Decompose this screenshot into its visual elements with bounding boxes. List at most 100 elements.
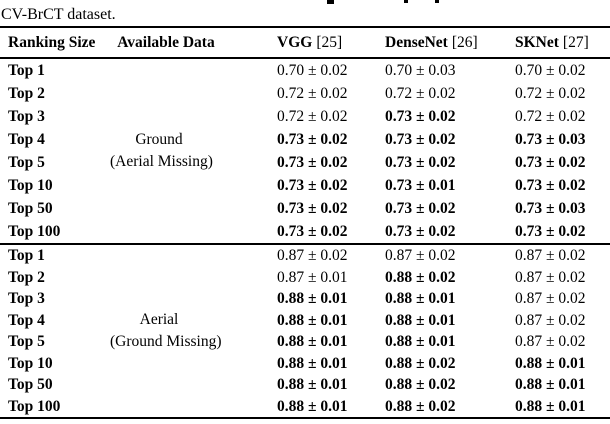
- sknet-value-cell: 0.87 ± 0.02: [515, 290, 586, 307]
- table-row: Top 1 Aerial (Ground Missing) 0.87 ± 0.02 …: [0, 244, 610, 350]
- vgg-value-cell: 0.87 ± 0.01: [277, 268, 348, 286]
- ground-block: Top 1 Ground (Aerial Missing) 0.70 ± 0.02 …: [0, 58, 610, 244]
- available-data-cell: Aerial (Ground Missing): [110, 244, 222, 418]
- ranking-size-cell: Top 5: [8, 153, 45, 171]
- vgg-value-cell: 0.88 ± 0.01: [277, 311, 348, 329]
- table-row: Top 4 0.88 ± 0.01 0.88 ± 0.01 0.87 ± 0.0…: [0, 310, 610, 332]
- ranking-size-cell: Top 2: [8, 268, 45, 286]
- clipped-text-fragment: [435, 0, 439, 3]
- sknet-value-cell: 0.88 ± 0.01: [515, 397, 586, 415]
- model-name: SKNet: [515, 33, 559, 51]
- densenet-value-cell: 0.88 ± 0.01: [385, 290, 456, 307]
- table-row: Top 100 0.73 ± 0.02 0.73 ± 0.02 0.73 ± 0…: [0, 220, 610, 244]
- col-header-ranking-size: Ranking Size: [8, 33, 96, 51]
- vgg-value-cell: 0.73 ± 0.02: [277, 222, 348, 240]
- densenet-value-cell: 0.88 ± 0.01: [385, 311, 456, 329]
- densenet-value-cell: 0.73 ± 0.02: [385, 153, 456, 171]
- table-row: Top 10 0.73 ± 0.02 0.73 ± 0.01 0.73 ± 0.…: [0, 174, 610, 197]
- table-header: Ranking Size Available Data VGG [25] Dens…: [0, 27, 610, 58]
- vgg-value-cell: 0.73 ± 0.02: [277, 130, 348, 148]
- vgg-value-cell: 0.88 ± 0.01: [277, 354, 348, 372]
- table-row: Top 4 0.73 ± 0.02 0.73 ± 0.02 0.73 ± 0.0…: [0, 128, 610, 151]
- sknet-value-cell: 0.87 ± 0.02: [515, 268, 586, 286]
- table-row: Top 3 0.72 ± 0.02 0.73 ± 0.02 0.72 ± 0.0…: [0, 105, 610, 128]
- densenet-value-cell: 0.88 ± 0.02: [385, 268, 456, 286]
- vgg-value-cell: 0.73 ± 0.02: [277, 153, 348, 171]
- vgg-value-cell: 0.88 ± 0.01: [277, 397, 348, 415]
- table-row: Top 2 0.87 ± 0.01 0.88 ± 0.02 0.87 ± 0.0…: [0, 267, 610, 289]
- table-row: Top 3 0.88 ± 0.01 0.88 ± 0.01 0.87 ± 0.0…: [0, 288, 610, 310]
- sknet-value-cell: 0.87 ± 0.02: [515, 311, 586, 329]
- aerial-block: Top 1 Aerial (Ground Missing) 0.87 ± 0.02 …: [0, 244, 610, 418]
- densenet-value-cell: 0.88 ± 0.02: [385, 376, 456, 393]
- vgg-value-cell: 0.72 ± 0.02: [277, 107, 348, 125]
- table-row: Top 100 0.88 ± 0.01 0.88 ± 0.02 0.88 ± 0…: [0, 396, 610, 419]
- vgg-value-cell: 0.87 ± 0.02: [277, 247, 348, 264]
- table-row: Top 50 0.73 ± 0.02 0.73 ± 0.02 0.73 ± 0.…: [0, 197, 610, 220]
- table-row: Top 10 0.88 ± 0.01 0.88 ± 0.02 0.88 ± 0.…: [0, 353, 610, 375]
- sknet-value-cell: 0.87 ± 0.02: [515, 333, 586, 350]
- sknet-value-cell: 0.72 ± 0.02: [515, 84, 586, 102]
- available-data-cell: Ground (Aerial Missing): [110, 58, 222, 244]
- densenet-value-cell: 0.88 ± 0.02: [385, 397, 456, 415]
- densenet-value-cell: 0.73 ± 0.02: [385, 222, 456, 240]
- ranking-size-cell: Top 2: [8, 84, 45, 102]
- densenet-value-cell: 0.73 ± 0.02: [385, 130, 456, 148]
- densenet-value-cell: 0.73 ± 0.01: [385, 176, 456, 194]
- available-data-line: Aerial: [139, 311, 179, 328]
- densenet-value-cell: 0.88 ± 0.02: [385, 354, 456, 372]
- densenet-value-cell: 0.88 ± 0.01: [385, 333, 456, 350]
- ranking-size-cell: Top 5: [8, 333, 45, 350]
- densenet-value-cell: 0.72 ± 0.02: [385, 84, 456, 102]
- densenet-value-cell: 0.73 ± 0.02: [385, 107, 456, 125]
- vgg-value-cell: 0.73 ± 0.02: [277, 176, 348, 194]
- col-header-vgg: VGG [25]: [222, 27, 378, 58]
- sknet-value-cell: 0.88 ± 0.01: [515, 354, 586, 372]
- available-data-line: (Ground Missing): [110, 333, 222, 350]
- ranking-size-cell: Top 1: [8, 61, 45, 79]
- ranking-size-cell: Top 3: [8, 107, 45, 125]
- col-header-available-data: Available Data: [117, 33, 215, 51]
- col-header-densenet: DenseNet [26]: [378, 27, 508, 58]
- table-row: Top 50 0.88 ± 0.01 0.88 ± 0.02 0.88 ± 0.…: [0, 374, 610, 396]
- ranking-size-cell: Top 10: [8, 176, 53, 194]
- ranking-size-cell: Top 100: [8, 397, 61, 415]
- vgg-value-cell: 0.88 ± 0.01: [277, 376, 348, 393]
- sknet-value-cell: 0.73 ± 0.02: [515, 153, 586, 171]
- vgg-value-cell: 0.73 ± 0.02: [277, 199, 348, 217]
- model-name: VGG: [277, 33, 313, 51]
- model-name: DenseNet: [385, 33, 448, 51]
- ranking-size-cell: Top 50: [8, 199, 53, 217]
- densenet-value-cell: 0.73 ± 0.02: [385, 199, 456, 217]
- col-header-sknet: SKNet [27]: [508, 27, 610, 58]
- ranking-size-cell: Top 100: [8, 222, 61, 240]
- ranking-size-cell: Top 50: [8, 376, 53, 393]
- sknet-value-cell: 0.72 ± 0.02: [515, 107, 586, 125]
- table-row: Top 5 0.88 ± 0.01 0.88 ± 0.01 0.87 ± 0.0…: [0, 331, 610, 353]
- sknet-value-cell: 0.87 ± 0.02: [515, 247, 586, 264]
- ranking-size-cell: Top 10: [8, 354, 53, 372]
- vgg-value-cell: 0.70 ± 0.02: [277, 61, 348, 79]
- table-row: Top 5 0.73 ± 0.02 0.73 ± 0.02 0.73 ± 0.0…: [0, 151, 610, 174]
- sknet-value-cell: 0.73 ± 0.02: [515, 176, 586, 194]
- vgg-value-cell: 0.88 ± 0.01: [277, 290, 348, 307]
- citation-ref: [27]: [562, 33, 589, 51]
- sknet-value-cell: 0.73 ± 0.03: [515, 130, 586, 148]
- clipped-text-fragment: [404, 0, 408, 3]
- table-caption: CV-BrCT dataset.: [1, 6, 116, 23]
- sknet-value-cell: 0.73 ± 0.03: [515, 199, 586, 217]
- available-data-line: Ground: [135, 131, 183, 148]
- citation-ref: [26]: [451, 33, 478, 51]
- ranking-size-cell: Top 3: [8, 290, 45, 307]
- table-row: Top 1 Ground (Aerial Missing) 0.70 ± 0.02 …: [0, 58, 610, 171]
- results-table: Ranking Size Available Data VGG [25] Dens…: [0, 26, 610, 419]
- densenet-value-cell: 0.87 ± 0.02: [385, 247, 456, 264]
- header-row: Ranking Size Available Data VGG [25] Dens…: [0, 27, 610, 58]
- sknet-value-cell: 0.73 ± 0.02: [515, 222, 586, 240]
- available-data-line: (Aerial Missing): [110, 153, 213, 170]
- sknet-value-cell: 0.70 ± 0.02: [515, 61, 586, 79]
- sknet-value-cell: 0.88 ± 0.01: [515, 376, 586, 393]
- clipped-text-fragment: [327, 0, 334, 4]
- vgg-value-cell: 0.88 ± 0.01: [277, 333, 348, 350]
